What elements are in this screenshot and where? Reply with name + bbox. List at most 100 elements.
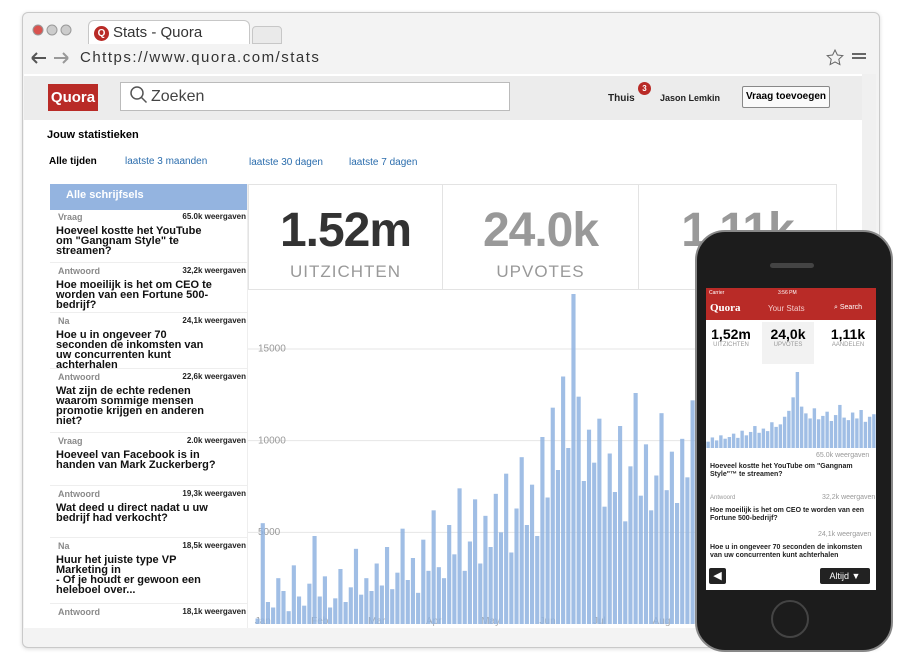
menu-button[interactable] <box>852 53 866 59</box>
filter-tab[interactable]: laatste 30 dagen <box>249 157 323 168</box>
bar <box>774 426 778 448</box>
bar <box>296 596 302 624</box>
phone-chart <box>706 372 876 448</box>
bar <box>804 413 808 448</box>
bar <box>255 618 260 624</box>
phone-post-views: 65.0k weergaven <box>816 452 870 459</box>
bar <box>736 437 740 448</box>
bar <box>825 411 829 448</box>
post-type: Antwoord <box>58 266 100 276</box>
bar <box>618 426 623 624</box>
bar <box>765 431 770 448</box>
bar <box>821 415 825 448</box>
bar <box>286 611 291 624</box>
bar <box>757 432 761 448</box>
sidebar-title[interactable]: Alle schrijfsels <box>50 184 247 210</box>
phone-post-title[interactable]: Hoe u in ongeveer 70 seconden de inkomst… <box>710 544 863 559</box>
site-logo[interactable]: Quora <box>48 84 98 111</box>
separator <box>50 432 247 433</box>
post-views: 18,5k weergaven <box>182 541 246 550</box>
new-tab[interactable] <box>252 26 282 44</box>
bar <box>791 397 795 448</box>
filter-tab[interactable]: laatste 7 dagen <box>349 157 418 168</box>
bar <box>488 547 493 624</box>
add-question-button[interactable]: Vraag toevoegen <box>742 86 830 108</box>
bar <box>441 578 447 624</box>
page-title: Jouw statistieken <box>47 129 139 141</box>
bar <box>571 294 576 624</box>
home-link[interactable]: Thuis <box>608 93 635 104</box>
bar <box>753 426 757 448</box>
forward-button[interactable] <box>54 52 69 64</box>
separator <box>50 262 247 263</box>
separator <box>50 368 247 369</box>
bar <box>328 607 333 624</box>
back-button[interactable] <box>31 52 46 64</box>
bar <box>410 558 416 624</box>
bar <box>514 508 519 624</box>
bar <box>265 602 271 624</box>
search-placeholder: Zoeken <box>151 88 205 105</box>
notification-badge: 3 <box>638 82 651 95</box>
bar <box>555 470 561 624</box>
browser-tab[interactable]: Q Stats - Quora <box>88 20 250 44</box>
bar <box>576 396 581 624</box>
close-button[interactable] <box>32 24 44 36</box>
bookmark-star[interactable] <box>826 48 844 66</box>
post-title[interactable]: Huur het juiste type VP Marketing in - O… <box>56 554 201 596</box>
bar <box>680 438 685 624</box>
phone-stat: 1,52m UITZICHTEN <box>706 326 756 348</box>
maximize-button[interactable] <box>60 24 72 36</box>
bar <box>322 576 327 624</box>
bar <box>829 420 834 448</box>
bar <box>782 416 787 448</box>
bar <box>426 570 431 624</box>
post-title[interactable]: Wat zijn de echte redenen waarom sommige… <box>56 385 204 427</box>
post-title[interactable]: Hoeveel kostte het YouTube om "Gangnam S… <box>56 225 202 257</box>
filter-tab[interactable]: laatste 3 maanden <box>125 156 208 167</box>
bar <box>685 477 690 624</box>
phone-search[interactable]: ⌕ Search <box>834 304 863 311</box>
phone-stat-value: 24,0k <box>770 326 806 342</box>
bar <box>493 493 498 624</box>
phone-stat-value: 1,52m <box>711 326 751 342</box>
search-box[interactable]: Zoeken <box>120 82 510 111</box>
bar <box>405 580 410 624</box>
phone-home-button[interactable] <box>771 600 809 638</box>
filter-tab[interactable]: Alle tijden <box>49 156 97 167</box>
bar <box>390 589 395 624</box>
bar <box>761 428 766 448</box>
bar <box>787 410 791 448</box>
bar <box>384 547 390 624</box>
phone-back-button[interactable]: ◀ <box>709 568 726 584</box>
bar <box>770 422 774 448</box>
bar <box>416 592 421 624</box>
phone-filter-button[interactable]: Altijd ▼ <box>820 568 870 584</box>
search-icon <box>130 86 148 104</box>
address-bar[interactable]: Chttps://www.quora.com/stats <box>80 49 321 66</box>
bar <box>353 548 359 624</box>
bar <box>612 492 617 624</box>
bar <box>855 418 859 448</box>
post-title[interactable]: Hoeveel van Facebook is in handen van Ma… <box>56 449 216 471</box>
post-title[interactable]: Hoe moeilijk is het om CEO te worden van… <box>56 279 212 311</box>
bar <box>850 412 855 448</box>
bar <box>816 419 821 448</box>
phone-post-title[interactable]: Hoeveel kostte het YouTube om "Gangnam S… <box>710 463 853 478</box>
post-title[interactable]: Hoe u in ongeveer 70 seconden de inkomst… <box>56 329 204 371</box>
phone-post-title[interactable]: Hoe moeilijk is het om CEO te worden van… <box>710 507 865 522</box>
user-link[interactable]: Jason Lemkin <box>660 93 721 103</box>
minimize-button[interactable] <box>46 24 58 36</box>
bar <box>731 433 736 448</box>
bar <box>740 430 744 448</box>
bar <box>674 503 680 624</box>
phone-logo[interactable]: Quora <box>710 302 741 314</box>
bar <box>550 407 555 624</box>
bar <box>333 598 338 624</box>
post-views: 65.0k weergaven <box>182 212 246 221</box>
post-type: Na <box>58 541 70 551</box>
post-title[interactable]: Wat deed u direct nadat u uw bedrijf had… <box>56 502 208 524</box>
post-views: 32,2k weergaven <box>182 266 246 275</box>
bar <box>719 435 723 448</box>
